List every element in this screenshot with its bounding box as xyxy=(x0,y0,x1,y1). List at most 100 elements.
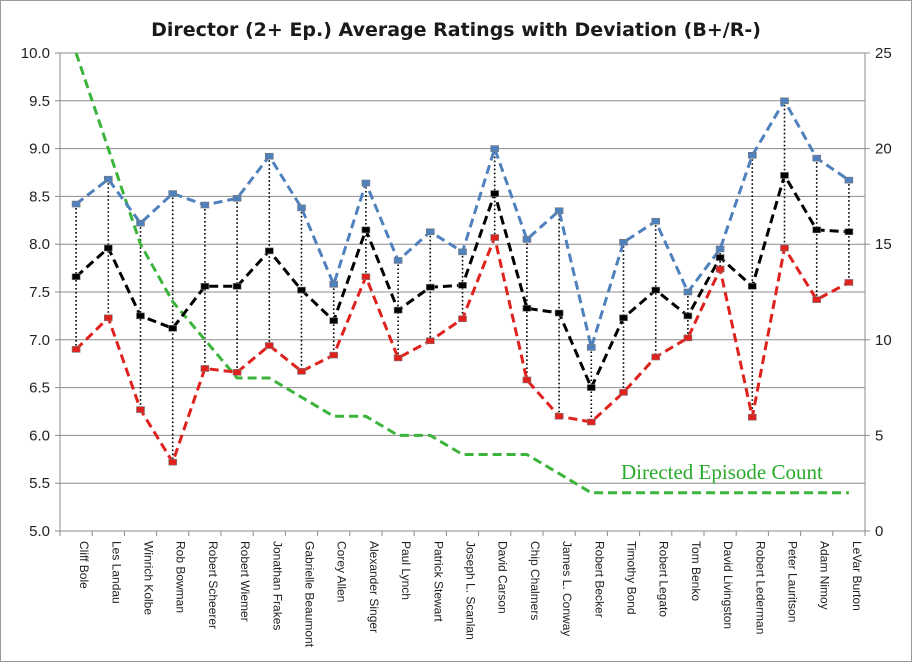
data-point xyxy=(554,309,564,317)
data-point xyxy=(232,195,242,202)
category-label: Adam Nimoy xyxy=(818,541,832,610)
data-point xyxy=(619,314,628,322)
data-point xyxy=(651,217,661,225)
right-tick-label: 20 xyxy=(875,141,892,158)
category-label: Robert Becker xyxy=(592,541,606,618)
data-point xyxy=(651,286,661,294)
data-point xyxy=(715,265,725,273)
category-label: Cliff Bole xyxy=(77,541,91,589)
episode-count-annotation: Directed Episode Count xyxy=(621,460,823,484)
category-label: Robert Scheerer xyxy=(206,541,220,629)
data-point xyxy=(812,154,822,162)
data-point xyxy=(232,369,242,376)
data-point xyxy=(425,337,435,345)
left-tick-label: 9.0 xyxy=(29,141,50,158)
data-point xyxy=(490,145,500,152)
data-point xyxy=(554,207,564,215)
category-label: Rob Bowman xyxy=(174,541,188,613)
data-point xyxy=(683,334,693,342)
deviation-lines xyxy=(75,100,850,463)
left-tick-label: 8.0 xyxy=(29,236,50,253)
right-axis-ticks: 0 5 10 15 20 25 xyxy=(875,45,892,540)
category-label: Robert Wiemer xyxy=(238,541,252,622)
data-point xyxy=(844,176,854,184)
category-label: LeVar Burton xyxy=(850,541,864,611)
data-point xyxy=(361,273,371,281)
category-label: Peter Lauritson xyxy=(786,541,800,622)
series-line xyxy=(75,173,849,390)
data-point xyxy=(619,389,628,396)
data-point xyxy=(522,304,532,312)
data-point xyxy=(458,248,467,256)
data-point xyxy=(104,314,113,322)
data-point xyxy=(329,281,339,288)
data-point xyxy=(168,458,177,466)
right-tick-label: 10 xyxy=(875,332,892,349)
category-label: Gabrielle Beaumont xyxy=(303,541,317,648)
data-point xyxy=(586,344,596,351)
left-tick-label: 6.0 xyxy=(29,427,50,444)
data-point xyxy=(71,200,81,208)
data-point xyxy=(393,306,403,314)
data-point xyxy=(554,412,564,420)
category-label: Jonathan Frakes xyxy=(270,541,284,630)
data-point xyxy=(264,152,274,160)
series-line xyxy=(74,52,849,495)
data-point xyxy=(425,283,435,291)
category-label: Corey Allen xyxy=(335,541,349,602)
left-tick-label: 7.0 xyxy=(29,332,50,349)
data-point xyxy=(104,175,113,183)
category-label: Winrich Kolbe xyxy=(142,541,156,615)
data-point xyxy=(71,346,81,353)
data-point xyxy=(200,201,210,209)
data-point xyxy=(812,226,822,234)
data-point xyxy=(361,179,371,187)
data-point xyxy=(780,97,789,105)
right-tick-label: 0 xyxy=(875,523,883,540)
category-label: James L. Conway xyxy=(560,541,574,636)
data-point xyxy=(490,234,500,241)
left-tick-label: 9.5 xyxy=(29,93,50,110)
data-point xyxy=(844,279,854,286)
category-labels: Cliff Bole Les Landau Winrich Kolbe Rob Bow… xyxy=(77,541,864,648)
data-point xyxy=(619,238,628,246)
data-point xyxy=(715,254,725,261)
category-label: Alexander Singer xyxy=(367,541,381,633)
data-point xyxy=(136,219,145,227)
data-point xyxy=(136,406,145,413)
axes xyxy=(55,52,870,536)
data-point xyxy=(586,418,596,426)
data-point xyxy=(522,376,532,384)
data-point xyxy=(683,288,693,296)
series-line xyxy=(75,99,850,349)
data-point xyxy=(812,296,822,303)
data-point xyxy=(264,247,274,255)
data-point xyxy=(458,315,467,323)
left-axis-ticks: 5.0 5.5 6.0 6.5 7.0 7.5 8.0 8.5 9.0 9.5 10.0 xyxy=(21,45,50,540)
chart-title: Director (2+ Ep.) Average Ratings with D… xyxy=(151,19,761,41)
series-line xyxy=(75,236,850,464)
data-point xyxy=(200,282,210,290)
right-tick-label: 15 xyxy=(875,236,892,253)
data-point xyxy=(329,351,339,359)
data-point xyxy=(747,413,757,421)
data-point xyxy=(264,342,274,349)
category-label: David Livingston xyxy=(721,541,735,629)
left-tick-label: 8.5 xyxy=(29,188,50,205)
category-label: Paul Lynch xyxy=(399,541,413,600)
category-label: Tom Benko xyxy=(689,541,703,601)
category-label: Les Landau xyxy=(109,541,123,604)
data-point xyxy=(297,368,306,375)
left-tick-label: 5.5 xyxy=(29,475,50,492)
data-point xyxy=(232,282,242,290)
category-label: Joseph L. Scanlan xyxy=(464,541,478,640)
category-label: Timothy Bond xyxy=(625,541,639,615)
data-point xyxy=(586,384,596,391)
data-point xyxy=(458,282,467,289)
data-point xyxy=(393,354,403,362)
category-label: Robert Legato xyxy=(657,541,671,617)
data-point xyxy=(747,151,757,159)
data-point xyxy=(522,236,532,243)
